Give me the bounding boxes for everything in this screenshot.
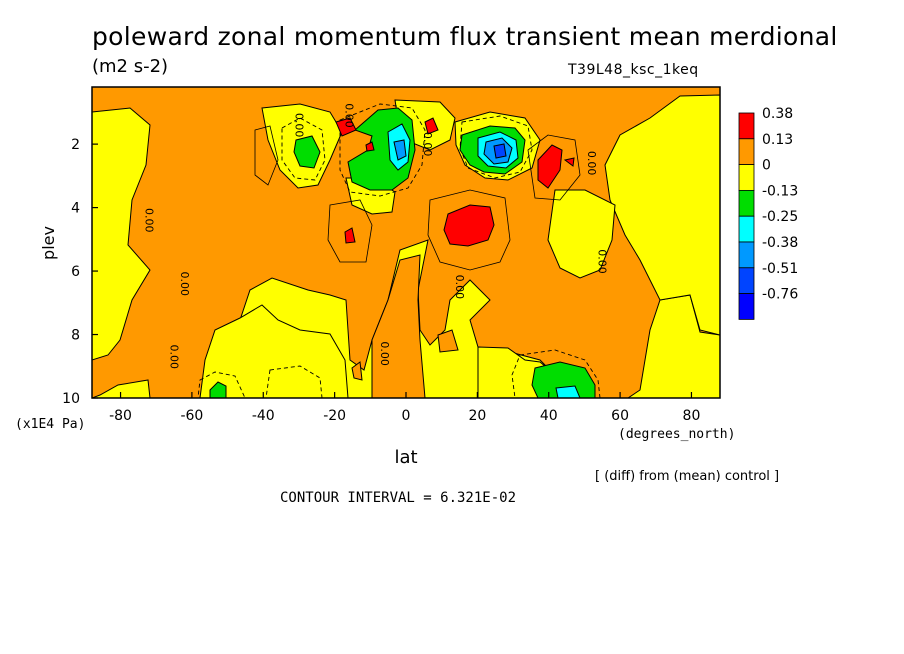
legend-swatch <box>738 138 755 166</box>
fill-red-small-3 <box>563 157 575 167</box>
fill-red-small-1 <box>344 227 356 244</box>
legend-label: 0.13 <box>762 132 793 148</box>
y-tick-label: 4 <box>71 201 80 217</box>
contour-label: 0.00 <box>585 151 598 176</box>
contour-label: 0.00 <box>378 341 391 366</box>
fill-red-upper-left <box>335 117 357 137</box>
x-tick-label: -60 <box>180 408 203 424</box>
chart-title: poleward zonal momentum flux transient m… <box>92 22 838 51</box>
x-tick-label: 60 <box>611 408 629 424</box>
diff-note: [ (diff) from (mean) control ] <box>595 469 780 484</box>
contour-label: 0.00 <box>421 132 434 157</box>
fill-blue-upper-center <box>393 139 407 161</box>
color-legend: 0.38 0.13 0 -0.13 -0.25 -0.38 -0.51 -0.76 <box>738 106 798 320</box>
legend-label: 0 <box>762 158 771 174</box>
fill-red-upper-center <box>424 117 439 135</box>
legend-label: -0.51 <box>762 261 798 277</box>
x-tick-label: 40 <box>540 408 558 424</box>
contour-label: 0.00 <box>596 249 609 274</box>
legend-swatch <box>738 241 755 269</box>
legend-label: -0.25 <box>762 209 798 225</box>
run-label: T39L48_ksc_1keq <box>568 62 699 78</box>
x-tick-label: 80 <box>683 408 701 424</box>
x-axis-unit: (degrees_north) <box>618 427 735 442</box>
contour-label: 0.00 <box>292 113 305 138</box>
contour-label: 0.00 <box>178 272 191 297</box>
legend-label: -0.38 <box>762 235 798 251</box>
fill-darkblue-upper-right <box>493 143 507 159</box>
x-tick-label: -40 <box>252 408 275 424</box>
fill-yellow-lower-left <box>199 304 349 398</box>
y-tick-label: 8 <box>71 328 80 344</box>
x-tick-label: 20 <box>468 408 486 424</box>
fill-red-central <box>443 204 495 247</box>
fill-yellow-east <box>604 94 720 336</box>
negative-contours <box>197 103 601 398</box>
fill-green-bottom-left <box>209 381 227 398</box>
x-tick-label: 0 <box>402 408 411 424</box>
fill-cyan-bottom <box>555 385 581 398</box>
y-tick-label: 10 <box>62 391 80 407</box>
x-axis: -80 -60 -40 -20 0 20 40 60 80 <box>109 392 700 424</box>
y-axis: 2 4 6 8 10 <box>62 137 98 407</box>
y-tick-label: 6 <box>71 264 80 280</box>
fill-green-bottom-right <box>531 361 596 398</box>
contour-label: 0.00 <box>143 208 156 233</box>
legend-label: 0.38 <box>762 106 793 122</box>
y-axis-unit: (x1E4 Pa) <box>15 417 85 432</box>
fill-yellow-west <box>92 107 151 361</box>
y-axis-title: plev <box>39 226 58 260</box>
fill-green-upper-left <box>293 135 321 169</box>
legend-label: -0.76 <box>762 287 798 303</box>
chart-units: (m2 s-2) <box>92 56 169 77</box>
contour-label: 0.00 <box>168 344 181 369</box>
y-tick-label: 2 <box>71 137 80 153</box>
fill-orange-lower-small <box>437 329 459 353</box>
legend-swatch <box>738 112 755 140</box>
positive-contours <box>254 125 581 271</box>
legend-swatch <box>738 267 755 294</box>
contour-labels: 0.00 0.00 0.00 0.00 0.00 0.00 0.00 0.00 0.00 0.00 <box>143 103 609 369</box>
fill-orange-lower-center <box>371 254 426 398</box>
fill-red-small-2 <box>365 141 375 152</box>
x-axis-title: lat <box>394 447 417 468</box>
contour-interval: CONTOUR INTERVAL = 6.321E-02 <box>280 490 517 506</box>
legend-label: -0.13 <box>762 183 798 199</box>
fill-orange-lower-small2 <box>351 361 363 381</box>
fill-yellow-mid-east <box>547 189 616 279</box>
legend-swatch <box>738 215 755 243</box>
contour-field: 0.00 0.00 0.00 0.00 0.00 0.00 0.00 0.00 0.00 0.00 <box>92 87 720 398</box>
x-tick-label: -80 <box>109 408 132 424</box>
contour-label: 0.00 <box>453 275 466 300</box>
contour-label: 0.00 <box>342 103 355 128</box>
x-tick-label: -20 <box>323 408 346 424</box>
legend-swatch <box>738 164 755 191</box>
legend-swatch <box>738 189 755 217</box>
fill-red-east <box>537 144 563 189</box>
legend-swatch <box>738 293 755 320</box>
